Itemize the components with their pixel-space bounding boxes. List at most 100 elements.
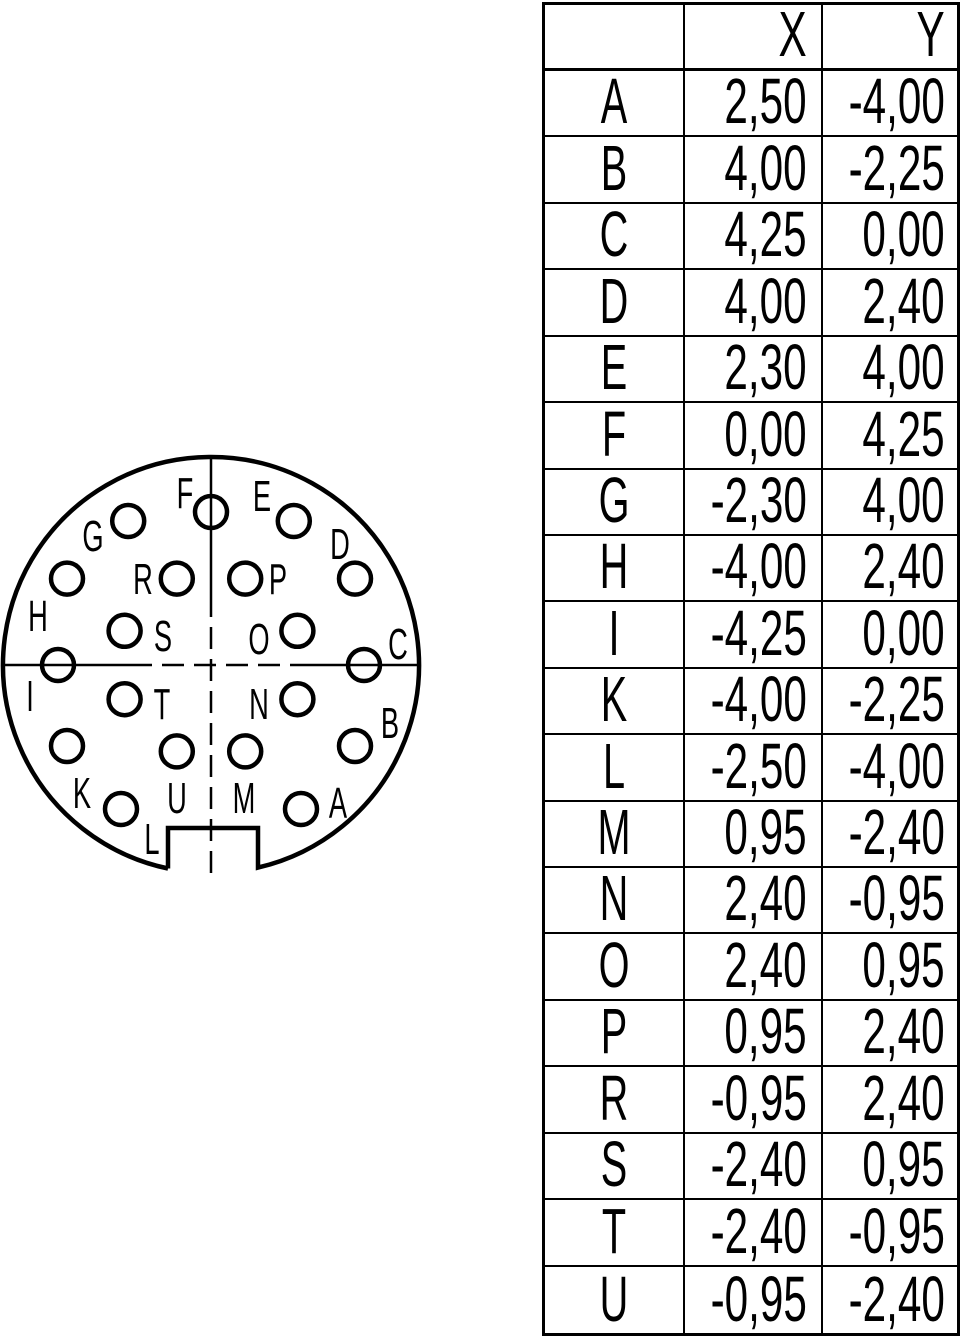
pin-cell: U (545, 1266, 685, 1333)
cell-text: -2,40 (848, 1262, 945, 1335)
cell-text: -4,00 (710, 663, 807, 736)
cell-text: 2,40 (862, 995, 945, 1068)
cell-text: F (601, 397, 627, 470)
table-row: L -2,50 -4,00 (545, 729, 957, 802)
cell-text: -2,50 (710, 729, 807, 802)
cell-text: -2,25 (848, 131, 945, 204)
pin-label: P (269, 554, 287, 603)
x-cell: X (685, 2, 823, 68)
pin-S (106, 612, 143, 650)
table-row: G -2,30 4,00 (545, 463, 957, 536)
cell-text: R (599, 1061, 629, 1134)
pin-G (109, 502, 147, 540)
pin-cell: D (545, 264, 685, 337)
pin-K (48, 727, 86, 765)
y-cell: Y (823, 2, 957, 68)
cell-text: D (599, 264, 629, 337)
pin-cell: H (545, 534, 685, 601)
pin-cell: B (545, 131, 685, 204)
pin-cell: M (545, 800, 685, 867)
cell-text: 0,95 (724, 796, 807, 869)
y-cell: 0,95 (823, 933, 957, 998)
cell-text: -0,95 (710, 1262, 807, 1335)
y-cell: 0,95 (823, 1128, 957, 1201)
pin-label: G (82, 511, 103, 560)
pin-cell: C (545, 202, 685, 269)
pin-label: H (28, 591, 48, 640)
y-cell: -2,40 (823, 1267, 957, 1333)
cell-text: N (599, 862, 629, 935)
cell-text: O (598, 928, 630, 1001)
pin-coordinate-table: X Y A 2,50 -4,00 B 4,00 -2,25 C 4,25 0,00 D 4,00 2,40… (542, 2, 960, 1336)
cell-text: 2,40 (724, 928, 807, 1001)
pin-T (106, 680, 143, 718)
x-cell: 2,40 (685, 928, 823, 1001)
cell-text: 0,00 (724, 397, 807, 470)
cell-text: K (600, 663, 628, 736)
cell-text: -4,00 (848, 65, 945, 138)
x-cell: 2,40 (685, 862, 823, 935)
pin-label: A (329, 778, 348, 827)
pin-I (39, 646, 77, 684)
y-cell: -2,25 (823, 667, 957, 733)
table-row: P 0,95 2,40 (545, 995, 957, 1068)
cell-text: 2,40 (862, 264, 945, 337)
pin-label: M (233, 773, 256, 822)
table-row: E 2,30 4,00 (545, 331, 957, 404)
y-cell: 4,25 (823, 397, 957, 470)
cell-text: -4,00 (710, 530, 807, 603)
cell-text: 4,25 (862, 397, 945, 470)
pin-cell: L (545, 734, 685, 800)
cell-text: 0,95 (862, 1128, 945, 1201)
pin-cell: K (545, 663, 685, 736)
table-row: U -0,95 -2,40 (545, 1262, 957, 1335)
table-row: K -4,00 -2,25 (545, 663, 957, 736)
pin-cell: N (545, 862, 685, 935)
y-cell: -4,00 (823, 65, 957, 138)
table-row: F 0,00 4,25 (545, 397, 957, 470)
pin-D (336, 560, 374, 597)
cell-text: S (600, 1128, 628, 1201)
pin-cell: R (545, 1061, 685, 1134)
x-cell: -0,95 (685, 1262, 823, 1335)
pin-B (336, 727, 374, 765)
pin-P (226, 560, 264, 597)
pin-U (158, 733, 196, 770)
x-cell: 0,95 (685, 796, 823, 869)
pin-cell: P (545, 999, 685, 1066)
cell-text: E (600, 331, 628, 404)
pin-cell: E (545, 331, 685, 404)
pin-N (279, 680, 316, 718)
cell-text: 2,40 (862, 530, 945, 603)
cell-text: B (600, 131, 628, 204)
x-cell: -0,95 (685, 1061, 823, 1134)
y-cell: 2,40 (823, 264, 957, 337)
pin-cell: G (545, 468, 685, 534)
y-cell: -0,95 (823, 866, 957, 932)
pin-label: N (249, 679, 269, 728)
cell-text: I (608, 596, 620, 669)
table-row: B 4,00 -2,25 (545, 131, 957, 204)
cell-text: 4,00 (862, 463, 945, 536)
x-cell: -4,00 (685, 663, 823, 736)
table-row: R -0,95 2,40 (545, 1061, 957, 1134)
pin-label: T (154, 679, 171, 728)
pin-label: B (381, 698, 399, 747)
pin-label: E (253, 471, 271, 520)
pin-label: K (73, 768, 91, 817)
pin-cell (545, 5, 685, 68)
table-row: T -2,40 -0,95 (545, 1199, 957, 1267)
cell-text: 2,40 (724, 862, 807, 935)
cell-text: 4,00 (724, 131, 807, 204)
cell-text: 2,40 (862, 1061, 945, 1134)
cell-text: -0,95 (710, 1061, 807, 1134)
cell-text: 0,00 (862, 596, 945, 669)
connector-outline (0, 454, 422, 871)
cell-text: -2,40 (848, 796, 945, 869)
x-cell: 0,95 (685, 999, 823, 1066)
pin-cell: O (545, 928, 685, 1001)
center-axes (3, 455, 420, 880)
x-cell: -2,50 (685, 729, 823, 802)
